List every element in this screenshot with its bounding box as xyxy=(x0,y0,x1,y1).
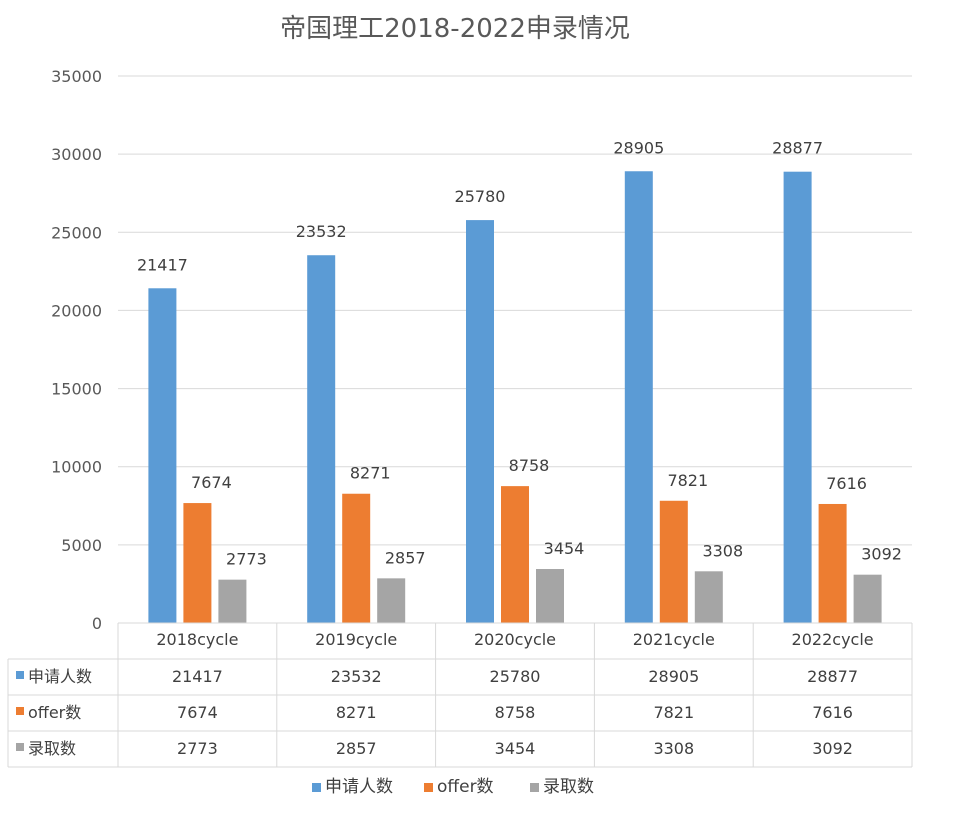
category-label: 2018cycle xyxy=(156,630,238,649)
data-table: 2018cycle 2019cycle 2020cycle 2021cycle 2022… xyxy=(7,622,913,768)
bar xyxy=(501,486,529,623)
data-label: 8271 xyxy=(350,464,391,483)
data-label: 25780 xyxy=(455,187,506,206)
bar xyxy=(818,503,847,623)
table-series-key xyxy=(16,671,24,679)
table-series-key xyxy=(16,707,24,715)
bar xyxy=(377,578,406,623)
data-label: 7821 xyxy=(667,471,708,490)
category-label: 2020cycle xyxy=(474,630,556,649)
bar xyxy=(466,220,494,623)
data-label: 28877 xyxy=(772,139,823,158)
y-tick-label: 10000 xyxy=(51,458,102,477)
table-cell-value: 3454 xyxy=(495,739,536,758)
data-label: 7616 xyxy=(826,474,867,493)
data-label: 2773 xyxy=(226,550,267,569)
table-cell-value: 7674 xyxy=(177,703,218,722)
legend-swatch xyxy=(424,783,433,792)
legend-swatch xyxy=(312,783,321,792)
category-label: 2019cycle xyxy=(315,630,397,649)
bars xyxy=(148,171,882,624)
data-label: 7674 xyxy=(191,473,232,492)
data-label: 21417 xyxy=(137,255,188,274)
y-tick-label: 15000 xyxy=(51,380,102,399)
table-series-key xyxy=(16,743,24,751)
table-series-name: 申请人数 xyxy=(28,667,92,686)
bar xyxy=(183,503,212,623)
data-label: 8758 xyxy=(509,456,550,475)
legend-label: 申请人数 xyxy=(325,777,393,797)
table-cell-value: 23532 xyxy=(331,667,382,686)
data-label: 2857 xyxy=(385,548,426,567)
bar xyxy=(694,571,723,623)
legend: 申请人数 offer数 录取数 xyxy=(312,777,594,797)
table-cell-value: 28905 xyxy=(648,667,699,686)
bar xyxy=(853,574,882,623)
table-cell-value: 3092 xyxy=(812,739,853,758)
bar xyxy=(342,493,371,623)
table-cell-value: 7821 xyxy=(653,703,694,722)
bar xyxy=(218,579,247,623)
chart-title: 帝国理工2018-2022申录情况 xyxy=(280,14,630,44)
legend-label: offer数 xyxy=(437,777,494,797)
bar xyxy=(148,288,177,623)
table-cell-value: 25780 xyxy=(490,667,541,686)
table-series-name: offer数 xyxy=(28,703,81,722)
table-series-name: 录取数 xyxy=(28,739,76,758)
data-label: 3308 xyxy=(702,541,743,560)
data-label: 3454 xyxy=(544,539,585,558)
table-cell-value: 21417 xyxy=(172,667,223,686)
legend-label: 录取数 xyxy=(543,777,594,797)
y-tick-label: 25000 xyxy=(51,223,102,242)
table-cell-value: 2857 xyxy=(336,739,377,758)
data-label: 28905 xyxy=(613,138,664,157)
bar xyxy=(783,171,812,624)
bar xyxy=(307,255,336,623)
bar xyxy=(659,500,688,623)
data-label: 3092 xyxy=(861,545,902,564)
bar xyxy=(624,171,653,623)
table-cell-value: 3308 xyxy=(653,739,694,758)
category-label: 2021cycle xyxy=(633,630,715,649)
legend-swatch xyxy=(530,783,539,792)
table-cell-value: 7616 xyxy=(812,703,853,722)
data-labels: 21417 7674 2773 23532 8271 2857 25780 8758 3454 2… xyxy=(137,138,902,568)
y-tick-label: 30000 xyxy=(51,145,102,164)
bar xyxy=(536,569,564,623)
table-cell-value: 28877 xyxy=(807,667,858,686)
y-tick-label: 0 xyxy=(92,614,102,633)
y-tick-label: 5000 xyxy=(61,536,102,555)
table-cell-value: 2773 xyxy=(177,739,218,758)
gridlines xyxy=(118,75,912,546)
y-tick-label: 35000 xyxy=(51,67,102,86)
y-axis-ticks: 0 5000 10000 15000 20000 25000 30000 35000 xyxy=(51,67,102,633)
table-cell-value: 8758 xyxy=(495,703,536,722)
category-label: 2022cycle xyxy=(792,630,874,649)
y-tick-label: 20000 xyxy=(51,301,102,320)
table-cell-value: 8271 xyxy=(336,703,377,722)
data-label: 23532 xyxy=(296,222,347,241)
